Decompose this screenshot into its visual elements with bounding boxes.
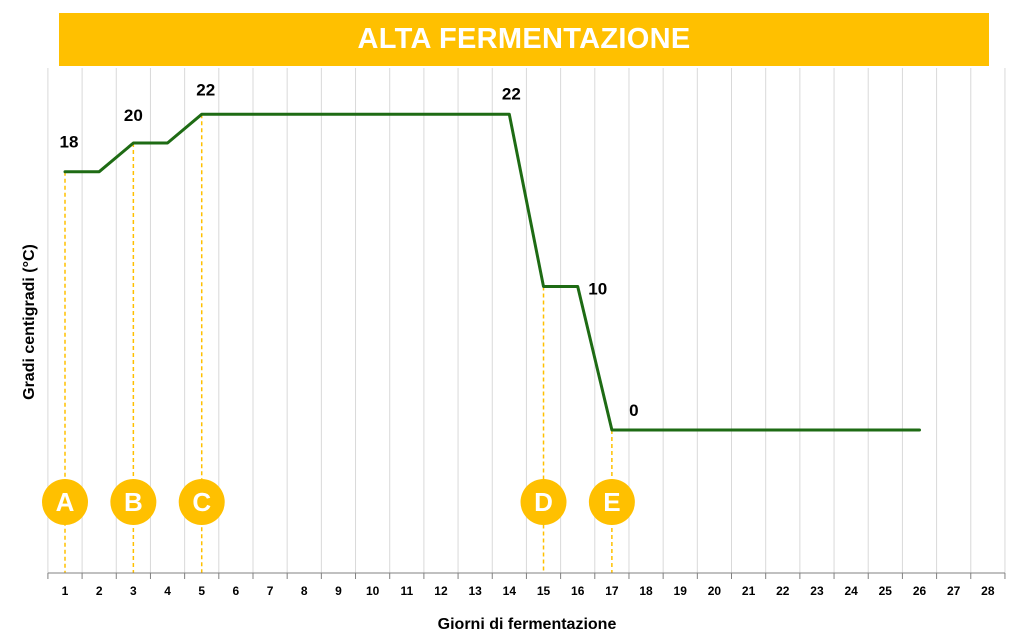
x-tick-label: 11: [400, 584, 413, 598]
y-axis-title: Gradi centigradi (°C): [21, 244, 38, 400]
data-labels: 18 20 22 22 10 0: [60, 80, 639, 420]
grid-lines: [47, 68, 1006, 573]
chart-title: ALTA FERMENTAZIONE: [357, 23, 691, 55]
x-tick-label: 21: [742, 584, 756, 598]
x-axis-title: Giorni di fermentazione: [438, 616, 617, 633]
x-tick-label: 4: [164, 584, 171, 598]
x-tick-label: 24: [844, 584, 858, 598]
x-tick-label: 13: [468, 584, 482, 598]
x-tick-label: 27: [947, 584, 961, 598]
x-tick-label: 26: [913, 584, 927, 598]
x-tick-label: 7: [267, 584, 274, 598]
x-tick-label: 19: [674, 584, 688, 598]
step-marker: A: [42, 479, 88, 525]
step-marker-circle: [520, 479, 567, 525]
x-tick-label: 5: [198, 584, 205, 598]
data-label: 22: [196, 80, 215, 99]
step-marker-label: B: [124, 487, 143, 517]
x-axis: [47, 572, 1006, 579]
data-label: 10: [588, 280, 607, 299]
x-tick-label: 18: [639, 584, 653, 598]
x-tick-label: 3: [130, 584, 137, 598]
step-marker-circle: [588, 479, 635, 525]
series-layer: [63, 112, 921, 432]
x-tick-label: 16: [571, 584, 585, 598]
x-tick-label: 12: [434, 584, 448, 598]
x-tick-label: 25: [879, 584, 893, 598]
step-markers: A B C D E: [42, 479, 635, 525]
step-marker-label: E: [603, 487, 620, 517]
step-marker: C: [178, 479, 225, 525]
x-tick-label: 10: [366, 584, 380, 598]
x-tick-label: 14: [503, 584, 517, 598]
x-tick-label: 6: [233, 584, 240, 598]
step-marker: E: [588, 479, 635, 525]
step-marker-label: D: [534, 487, 553, 517]
data-label: 20: [124, 106, 143, 125]
x-tick-label: 20: [708, 584, 722, 598]
step-marker-label: C: [192, 487, 211, 517]
data-label: 22: [502, 84, 521, 103]
x-tick-label: 28: [981, 584, 995, 598]
step-marker-circle: [178, 479, 225, 525]
step-marker: B: [110, 479, 157, 525]
step-marker-circle: [110, 479, 157, 525]
step-marker-label: A: [56, 487, 75, 517]
data-label: 0: [629, 401, 638, 420]
title-banner: ALTA FERMENTAZIONE: [59, 13, 989, 66]
x-tick-label: 8: [301, 584, 308, 598]
step-marker: D: [520, 479, 567, 525]
x-tick-labels: 1 2 3 4 5 6 7 8 9 10 11 12 13 14 15 16 17 18 19 20 21 22 23 24 2…: [62, 584, 995, 598]
x-tick-label: 1: [62, 584, 69, 598]
x-tick-label: 17: [605, 584, 619, 598]
x-tick-label: 2: [96, 584, 103, 598]
x-tick-label: 23: [810, 584, 824, 598]
data-label: 18: [60, 133, 79, 152]
step-marker-circle: [42, 479, 88, 525]
x-tick-label: 15: [537, 584, 551, 598]
x-tick-label: 22: [776, 584, 790, 598]
x-tick-label: 9: [335, 584, 342, 598]
series-line: [63, 112, 921, 432]
